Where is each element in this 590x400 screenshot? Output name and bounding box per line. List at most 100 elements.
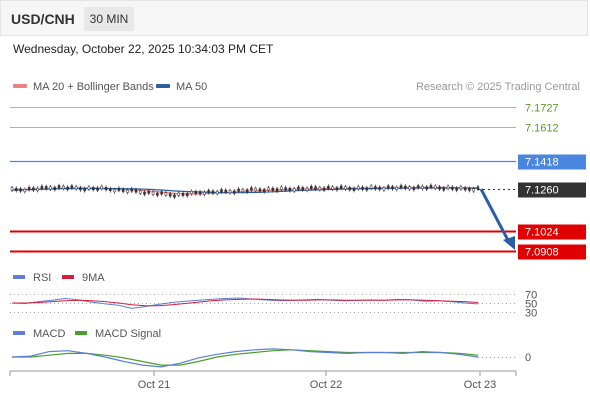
pivot-tag — [518, 154, 586, 170]
candle-body — [27, 187, 31, 190]
forecast-arrow — [479, 188, 515, 250]
candle-body — [446, 185, 450, 189]
ma20-legend-label: MA 20 + Bollinger Bands — [33, 81, 154, 93]
candle-body — [70, 185, 74, 189]
candle-body — [378, 186, 381, 190]
rsi-level-label: 50 — [525, 299, 537, 311]
candle-body — [147, 190, 151, 194]
x-tick-label: Oct 23 — [464, 379, 496, 391]
ma50-swatch — [156, 84, 170, 88]
candle-body — [19, 188, 22, 192]
signal-legend-label: MACD Signal — [95, 328, 161, 340]
candle-body — [416, 185, 420, 189]
candle-body — [305, 187, 309, 191]
candle-body — [32, 187, 35, 191]
candle-body — [241, 189, 245, 193]
forecast-arrow-shaft — [479, 188, 512, 245]
candle-body — [74, 186, 78, 190]
candle-body — [100, 186, 104, 189]
candle-body — [395, 186, 399, 190]
candle-body — [335, 187, 339, 191]
timeframe-button[interactable]: 30 MIN — [84, 7, 134, 31]
candle-body — [322, 187, 326, 191]
candle-body — [451, 186, 454, 190]
candle-body — [215, 191, 219, 195]
candle-body — [23, 189, 27, 192]
candle-body — [404, 185, 407, 189]
candle-body — [168, 193, 172, 197]
candle-body — [40, 185, 44, 189]
candle-body — [96, 187, 99, 191]
candle-body — [344, 186, 347, 190]
candle-body — [455, 187, 458, 191]
candle-body — [237, 188, 240, 192]
candle-body — [83, 188, 86, 192]
candle-body — [472, 188, 475, 192]
candle-body — [297, 186, 300, 190]
rsi-level-label: 70 — [525, 290, 537, 302]
macd-panel: MACD MACD Signal 0 — [11, 328, 531, 368]
candle-body — [57, 185, 61, 189]
ma9-line — [12, 298, 479, 307]
resistance-label: 7.1727 — [525, 103, 559, 115]
candle-body — [36, 187, 39, 191]
candle-body — [267, 187, 270, 191]
candle-body — [318, 187, 322, 191]
candle-body — [258, 188, 262, 192]
candle-body — [203, 191, 206, 195]
candle-body — [425, 186, 428, 190]
support-label: 7.0908 — [525, 247, 559, 259]
candle-body — [250, 187, 253, 191]
support-label: 7.1024 — [525, 227, 559, 239]
candle-body — [164, 192, 168, 196]
candle-body — [62, 185, 65, 189]
candle-body — [391, 186, 394, 190]
candle-body — [207, 190, 210, 193]
candle-body — [369, 185, 373, 189]
support-tag — [518, 244, 586, 260]
rsi-legend-label: RSI — [33, 272, 51, 284]
candle-body — [310, 185, 313, 189]
candle-body — [190, 190, 193, 194]
candle-body — [442, 187, 446, 191]
macd-swatch — [13, 331, 25, 335]
candle-body — [194, 191, 198, 195]
candle-body — [66, 186, 69, 190]
macd-signal-line — [12, 349, 479, 366]
resistance-label: 7.1612 — [525, 123, 559, 135]
candle-body — [275, 188, 279, 192]
candle-body — [438, 186, 441, 190]
candle-body — [104, 187, 108, 191]
price-series — [10, 183, 480, 200]
candle-body — [284, 187, 287, 191]
candle-body — [262, 189, 266, 193]
forecast-arrow-head — [503, 236, 515, 250]
credit-label: Research © 2025 Trading Central — [416, 81, 580, 93]
candle-body — [228, 190, 232, 194]
candle-body — [121, 188, 125, 192]
candle-body — [412, 187, 416, 191]
candle-body — [301, 187, 304, 191]
current-price-tag — [518, 182, 586, 198]
candle-body — [156, 192, 159, 196]
candle-body — [130, 188, 133, 192]
candle-body — [87, 186, 91, 190]
candle-body — [352, 187, 356, 191]
candle-body — [288, 187, 292, 191]
candle-body — [113, 189, 116, 193]
candle-body — [10, 187, 14, 191]
candle-body — [357, 186, 360, 190]
candle-body — [211, 190, 215, 194]
candle-body — [245, 189, 249, 193]
candle-body — [408, 186, 411, 190]
x-tick-label: Oct 22 — [310, 379, 342, 391]
candle-body — [177, 192, 180, 196]
candle-body — [134, 189, 138, 193]
candle-body — [220, 189, 223, 193]
signal-swatch — [75, 331, 87, 335]
chart-datetime: Wednesday, October 22, 2025 10:34:03 PM … — [13, 42, 274, 56]
candle-body — [224, 189, 228, 193]
candle-body — [233, 190, 236, 194]
